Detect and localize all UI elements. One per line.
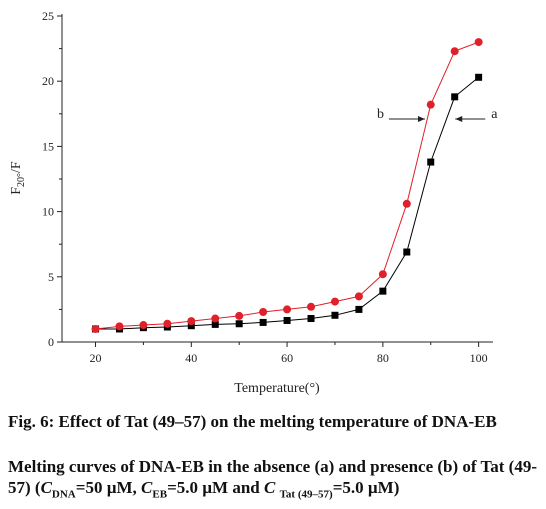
series-a-point [187,322,195,330]
series-b-point [139,321,148,330]
series-b-point [307,302,316,311]
series-a-point [211,320,219,328]
c-dna-symbol: C [40,478,52,497]
series-b-point [115,322,124,331]
series-b [91,38,483,333]
series-a [92,73,483,333]
y-tick-label: 5 [48,270,54,284]
series-b-point [91,324,100,333]
series-b-point [187,317,196,326]
series-a-point [403,248,411,256]
series-b-line [95,41,479,330]
y-axis-title: F20°/F [9,161,27,195]
series-layer [91,38,483,333]
x-tick-label: 20 [90,351,102,365]
series-a-label: a [491,107,498,122]
c-tat-value: =5.0 µM) [332,478,400,497]
series-a-point [379,287,387,295]
series-b-label: b [377,107,384,122]
axes: 20 40 60 80 100 0 5 10 15 20 25 [42,9,493,365]
y-tick-label: 25 [42,9,54,23]
series-b-point [283,305,292,314]
series-a-point [331,311,339,319]
c-dna-sub: DNA [51,488,76,501]
y-tick-label: 10 [42,205,54,219]
series-a-line [95,76,479,330]
series-b-point [163,319,172,328]
series-a-point [259,318,267,326]
series-b-point [330,297,339,306]
series-a-point [283,316,291,324]
series-a-point [235,320,243,328]
series-b-point [402,199,411,208]
x-tick-label: 60 [281,351,293,365]
series-a-point [451,93,459,101]
figure-title: Fig. 6: Effect of Tat (49–57) on the mel… [8,412,497,431]
series-b-point [378,270,387,279]
series-a-point [475,73,483,81]
series-b-point [259,308,268,317]
c-tat-symbol: C [264,478,276,497]
figure-description: Melting curves of DNA-EB in the absence … [8,456,538,501]
series-b-point [354,292,363,301]
series-b-point [474,38,483,47]
c-dna-value: =50 µM, [75,478,142,497]
c-eb-value: =5.0 µM and [167,478,265,497]
series-a-point [307,315,315,323]
x-tick-label: 80 [377,351,389,365]
x-axis-title: Temperature(°) [234,381,320,396]
series-b-point [426,100,435,109]
series-a-point [427,158,435,166]
y-axis-title-rest: /F [9,161,24,173]
series-b-point [235,311,244,320]
caption-text: Melting curves of DNA-EB in the absence … [8,457,538,497]
c-eb-sub: EB [152,488,168,501]
y-tick-label: 0 [48,335,54,349]
x-tick-label: 100 [470,351,488,365]
series-b-point [211,314,220,323]
y-tick-label: 15 [42,139,54,153]
y-tick-label: 20 [42,74,54,88]
series-b-point [450,47,459,56]
y-axis-title-main: F [9,187,24,195]
y-axis-title-sub: 20° [16,173,27,187]
x-tick-label: 40 [185,351,197,365]
series-a-point [355,305,363,313]
c-eb-symbol: C [141,478,153,497]
c-tat-sub: Tat (49–57) [279,488,333,501]
